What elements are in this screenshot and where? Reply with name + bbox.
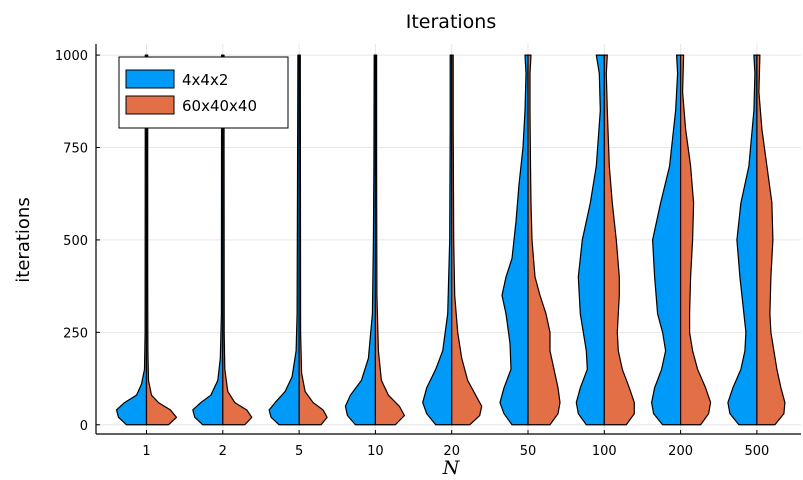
violin-60x40x40-20 bbox=[451, 54, 483, 426]
axes bbox=[95, 44, 801, 435]
violin-4x4x2-500 bbox=[727, 54, 758, 426]
violin-4x4x2-20 bbox=[422, 54, 453, 426]
x-tick-label: 200 bbox=[668, 444, 693, 459]
xtick-labels: 1 2 5 10 20 50 100 200 500 bbox=[142, 430, 769, 459]
violin-4x4x2-10 bbox=[344, 54, 376, 426]
violin-4x4x2-100 bbox=[575, 54, 605, 426]
violin-60x40x40-2 bbox=[222, 54, 253, 426]
legend-label-60x40x40: 60x40x40 bbox=[182, 97, 257, 115]
violin-60x40x40-1 bbox=[145, 54, 178, 426]
violin-60x40x40-100 bbox=[603, 54, 635, 426]
y-tick-label: 250 bbox=[63, 326, 88, 341]
ytick-labels: 0 250 500 750 1000 bbox=[55, 49, 100, 434]
violin-4x4x2-50 bbox=[499, 54, 529, 426]
y-tick-label: 750 bbox=[63, 142, 88, 157]
y-tick-label: 0 bbox=[80, 419, 88, 434]
x-tick-label: 100 bbox=[592, 444, 617, 459]
legend: 4x4x2 60x40x40 bbox=[118, 56, 289, 129]
violin-4x4x2-200 bbox=[651, 54, 682, 426]
legend-swatch-4x4x2 bbox=[125, 69, 175, 89]
legend-box bbox=[118, 56, 289, 129]
x-tick-label: 20 bbox=[443, 444, 460, 459]
violin-4x4x2-5 bbox=[268, 54, 300, 426]
violin-60x40x40-200 bbox=[680, 54, 712, 426]
x-tick-label: 50 bbox=[520, 444, 537, 459]
violin-60x40x40-500 bbox=[756, 54, 786, 426]
violin-60x40x40-10 bbox=[374, 54, 405, 426]
x-tick-label: 2 bbox=[219, 444, 227, 459]
x-tick-label: 5 bbox=[295, 444, 303, 459]
violin-60x40x40-5 bbox=[298, 54, 328, 426]
x-tick-label: 500 bbox=[744, 444, 769, 459]
y-tick-label: 500 bbox=[63, 234, 88, 249]
legend-label-4x4x2: 4x4x2 bbox=[182, 71, 228, 89]
x-axis-label: N bbox=[442, 457, 461, 479]
violin-4x4x2-1 bbox=[115, 54, 148, 426]
violin-4x4x2-2 bbox=[192, 54, 224, 426]
chart-title: Iterations bbox=[406, 11, 497, 33]
violin-60x40x40-50 bbox=[527, 54, 561, 426]
y-axis-label: iterations bbox=[13, 197, 34, 282]
violins bbox=[115, 54, 786, 426]
y-tick-label: 1000 bbox=[55, 49, 88, 64]
x-tick-label: 1 bbox=[142, 444, 150, 459]
legend-swatch-60x40x40 bbox=[125, 95, 175, 115]
x-tick-label: 10 bbox=[367, 444, 384, 459]
